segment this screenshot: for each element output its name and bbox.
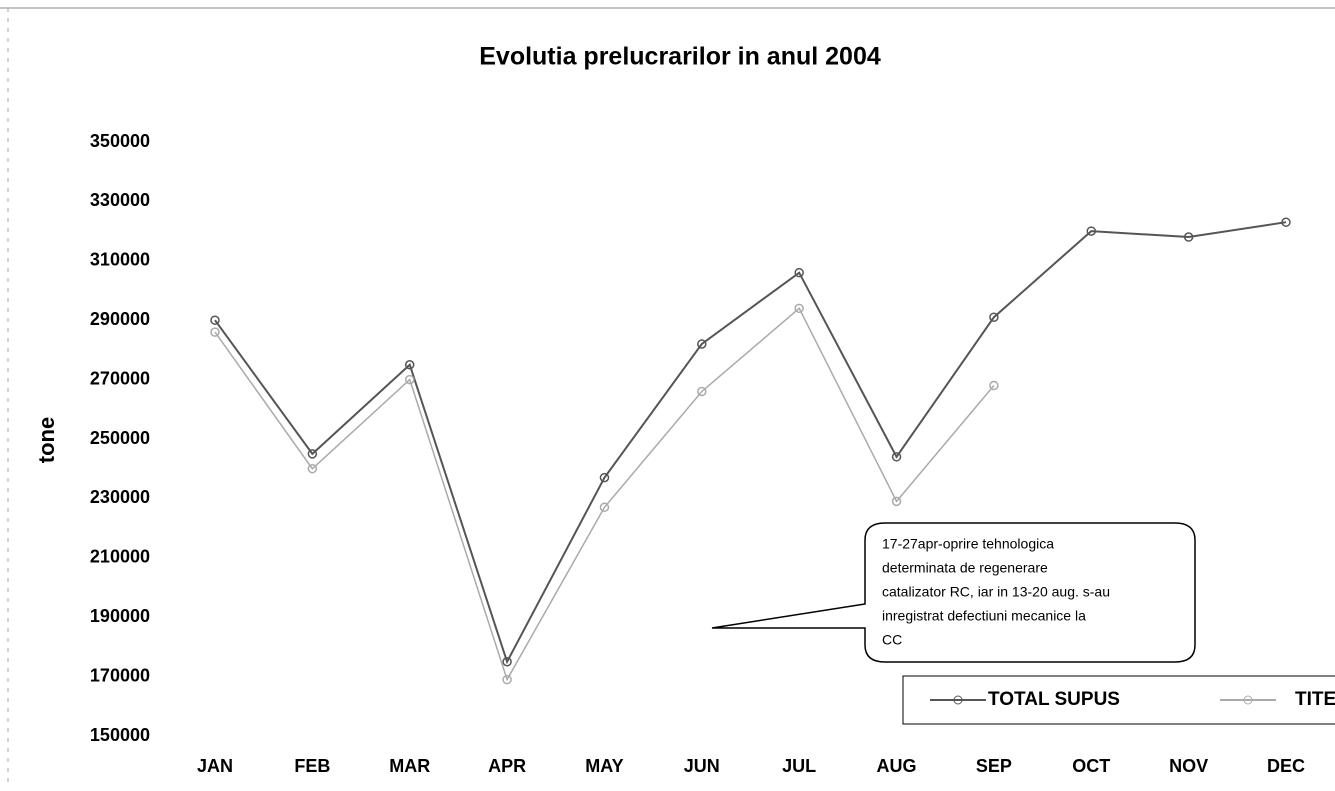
point [1281,217,1291,227]
y-tick-label: 290000 [90,309,150,329]
x-tick-label: MAR [389,756,430,776]
x-tick-label: JUN [684,756,720,776]
annotation-text: 17-27apr-oprire tehnologica [882,536,1054,552]
annotation-text: CC [882,632,902,648]
series-line [214,307,995,682]
chart-title: Evolutia prelucrarilor in anul 2004 [479,43,881,71]
y-tick-label: 330000 [90,190,150,210]
point [1183,232,1194,242]
callout [711,522,1196,663]
legend-marker [1243,695,1253,705]
x-tick-label: DEC [1267,756,1305,776]
point [307,463,318,474]
point [989,312,999,322]
point [794,303,804,314]
legend-marker [953,695,963,705]
annotation-text: inregistrat defectiuni mecanice la [882,608,1086,624]
point [404,360,415,370]
point [891,452,902,462]
legend-label: TITEI [1295,689,1335,710]
point [599,502,610,513]
y-tick-label: 250000 [90,428,150,448]
y-tick-label: 310000 [90,250,150,270]
point [307,449,318,459]
point [210,327,220,337]
point [210,315,220,325]
annotation-text: catalizator RC, iar in 13-20 aug. s-au [882,584,1110,600]
x-tick-label: MAY [585,756,623,776]
x-tick-label: JAN [197,756,233,776]
x-tick-label: SEP [976,756,1012,776]
y-tick-label: 230000 [90,487,150,507]
x-tick-label: JUL [782,756,816,776]
x-tick-label: FEB [294,756,330,776]
point [697,339,707,349]
x-tick-label: APR [488,756,526,776]
y-tick-label: 210000 [90,547,150,567]
y-axis-label: tone [34,417,59,463]
x-tick-label: AUG [877,756,917,776]
point [989,380,999,391]
y-tick-label: 150000 [90,725,150,745]
point [404,374,415,385]
point [502,657,512,667]
y-tick-label: 350000 [90,131,150,151]
point [794,267,804,278]
point [1086,226,1097,236]
point [697,386,707,397]
annotation-text: determinata de regenerare [882,560,1048,576]
legend-label: TOTAL SUPUS [988,689,1120,710]
point [502,674,512,685]
y-tick-label: 170000 [90,665,150,685]
x-tick-label: OCT [1072,756,1110,776]
point [891,496,902,507]
y-tick-label: 190000 [90,606,150,626]
x-tick-label: NOV [1169,756,1208,776]
series-line [214,221,1287,665]
y-tick-label: 270000 [90,368,150,388]
point [599,472,610,483]
